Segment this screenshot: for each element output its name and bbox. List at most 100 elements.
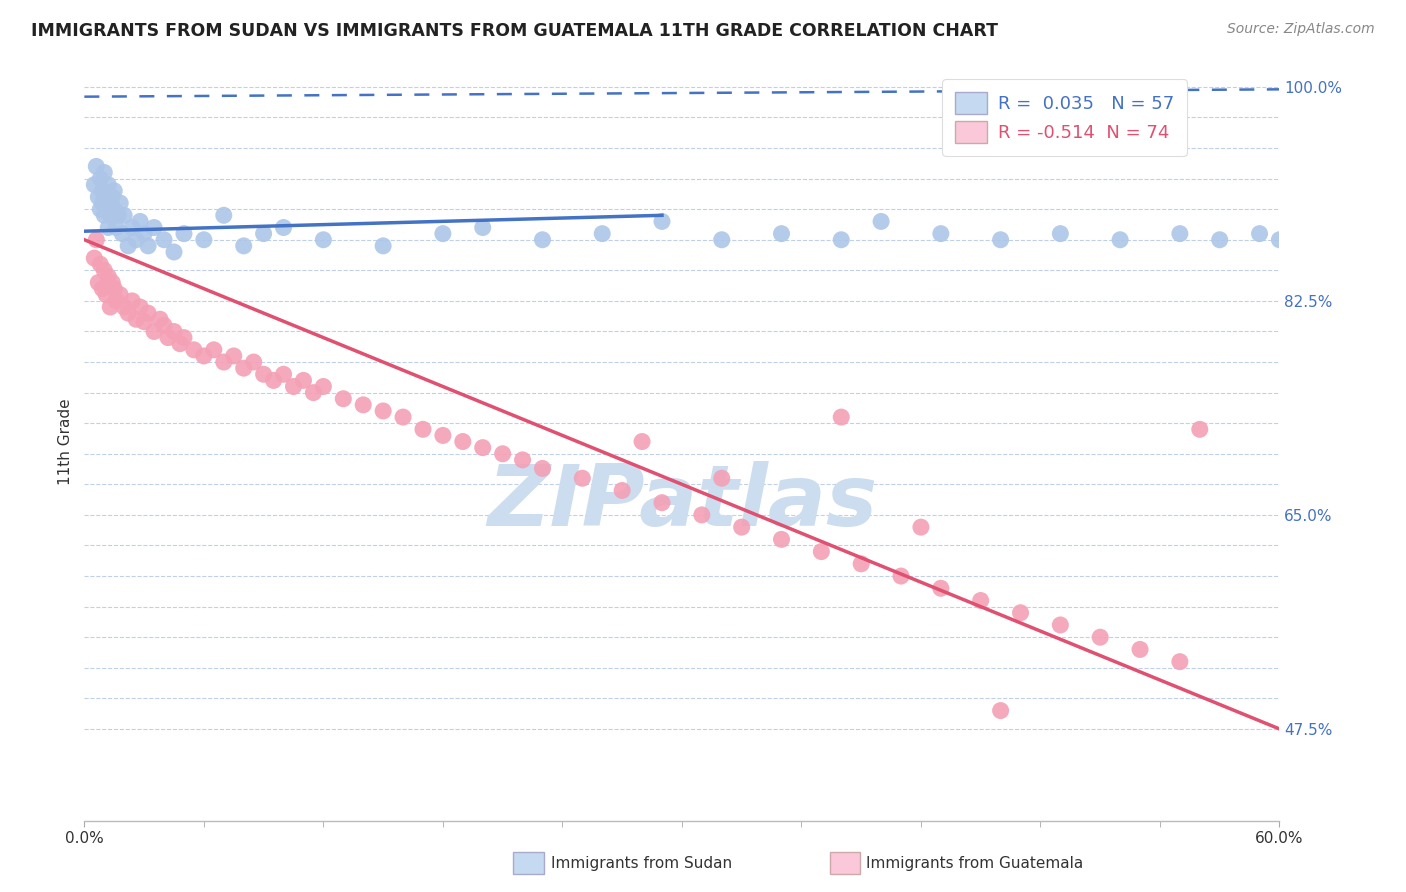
Point	[332, 392, 354, 406]
Point	[312, 233, 335, 247]
Point	[163, 325, 186, 339]
Point	[432, 227, 454, 241]
Point	[110, 196, 132, 211]
Point	[117, 239, 139, 253]
Point	[87, 190, 110, 204]
Point	[93, 165, 115, 179]
Point	[531, 461, 554, 475]
Point	[273, 368, 295, 382]
Point	[830, 410, 852, 425]
Point	[571, 471, 593, 485]
Point	[1168, 227, 1191, 241]
Point	[212, 208, 235, 222]
Point	[242, 355, 264, 369]
Point	[1090, 630, 1112, 644]
Point	[132, 227, 156, 241]
Point	[253, 227, 276, 241]
Point	[96, 287, 118, 301]
Point	[631, 434, 654, 449]
Point	[93, 208, 115, 222]
Point	[97, 220, 120, 235]
Point	[890, 569, 912, 583]
Text: IMMIGRANTS FROM SUDAN VS IMMIGRANTS FROM GUATEMALA 11TH GRADE CORRELATION CHART: IMMIGRANTS FROM SUDAN VS IMMIGRANTS FROM…	[31, 22, 998, 40]
Text: Immigrants from Sudan: Immigrants from Sudan	[551, 856, 733, 871]
Point	[910, 520, 932, 534]
Point	[651, 496, 673, 510]
Point	[125, 312, 148, 326]
Point	[531, 233, 554, 247]
Text: Immigrants from Guatemala: Immigrants from Guatemala	[866, 856, 1084, 871]
Point	[101, 276, 124, 290]
Point	[103, 282, 125, 296]
Point	[129, 214, 152, 228]
Point	[121, 220, 143, 235]
Point	[83, 178, 105, 192]
Point	[1129, 642, 1152, 657]
Point	[89, 171, 111, 186]
Text: Source: ZipAtlas.com: Source: ZipAtlas.com	[1227, 22, 1375, 37]
Point	[830, 233, 852, 247]
Point	[412, 422, 434, 436]
Point	[83, 251, 105, 265]
Point	[970, 593, 993, 607]
Point	[929, 227, 952, 241]
Point	[690, 508, 713, 522]
Point	[101, 190, 124, 204]
Point	[112, 208, 135, 222]
Point	[471, 220, 494, 235]
Point	[107, 208, 129, 222]
Point	[91, 184, 114, 198]
Point	[591, 227, 613, 241]
Point	[112, 300, 135, 314]
Point	[263, 373, 285, 387]
Point	[1168, 655, 1191, 669]
Point	[93, 263, 115, 277]
Point	[89, 257, 111, 271]
Point	[492, 447, 515, 461]
Y-axis label: 11th Grade: 11th Grade	[58, 398, 73, 485]
Point	[710, 233, 733, 247]
Point	[96, 190, 118, 204]
Point	[143, 325, 166, 339]
Point	[232, 361, 254, 376]
Point	[990, 704, 1012, 718]
Point	[103, 202, 125, 217]
Point	[105, 293, 128, 308]
Point	[86, 160, 108, 174]
Point	[121, 293, 143, 308]
Point	[1109, 233, 1132, 247]
Point	[1209, 233, 1232, 247]
Point	[212, 355, 235, 369]
Point	[117, 306, 139, 320]
Point	[232, 239, 254, 253]
Point	[87, 276, 110, 290]
Point	[929, 582, 952, 596]
Point	[129, 300, 152, 314]
Point	[97, 178, 120, 192]
Point	[312, 379, 335, 393]
Point	[157, 330, 180, 344]
Text: ZIPatlas: ZIPatlas	[486, 460, 877, 544]
Point	[222, 349, 245, 363]
Point	[132, 315, 156, 329]
Point	[1288, 227, 1310, 241]
Point	[97, 269, 120, 284]
Point	[1188, 422, 1211, 436]
Point	[302, 385, 325, 400]
Point	[163, 244, 186, 259]
Point	[1249, 227, 1271, 241]
Point	[273, 220, 295, 235]
Point	[392, 410, 415, 425]
Point	[373, 404, 395, 418]
Point	[103, 184, 125, 198]
Point	[111, 227, 134, 241]
Point	[990, 233, 1012, 247]
Point	[1010, 606, 1032, 620]
Point	[136, 239, 159, 253]
Point	[153, 318, 176, 333]
Point	[651, 214, 673, 228]
Point	[98, 300, 121, 314]
Point	[292, 373, 315, 387]
Point	[125, 233, 148, 247]
Point	[770, 533, 793, 547]
